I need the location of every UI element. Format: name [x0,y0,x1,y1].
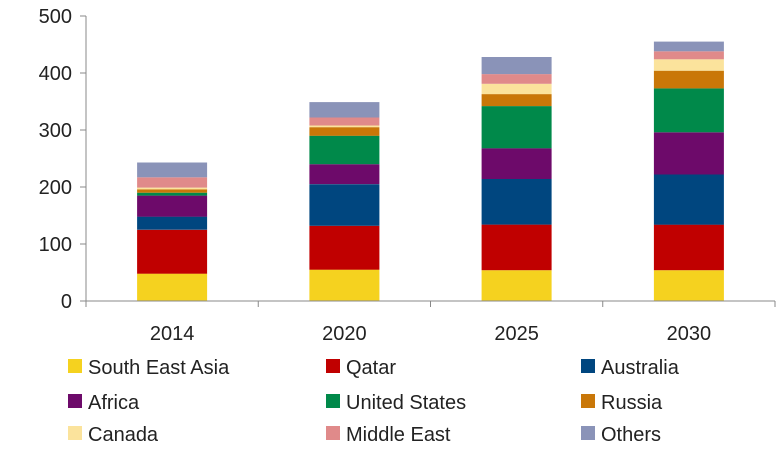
bar-segment [653,132,724,175]
bar-segment [137,189,208,193]
legend-swatch [581,426,595,440]
bar-segment [653,41,724,52]
bar-segment [137,187,208,190]
bar-segment [653,88,724,133]
legend-swatch [326,394,340,408]
bar-segment [137,216,208,230]
bar-segment [309,102,380,118]
bar-segment [481,148,552,179]
x-tick-label: 2020 [322,323,367,345]
x-tick-label: 2030 [667,323,712,345]
y-tick-label: 500 [39,6,72,28]
legend-item: Canada [68,424,159,446]
y-tick-label: 400 [39,63,72,85]
legend-label: Qatar [346,357,396,379]
bar-segment [481,57,552,75]
legend-item: Africa [68,392,140,414]
bar-segment [653,59,724,71]
bar-segment [481,94,552,107]
bar-segment [309,127,380,136]
legend: South East Asia Qatar Australia Africa Unite… [68,357,680,446]
bar-segment [481,106,552,149]
legend-swatch [581,394,595,408]
bar-segment [481,270,552,301]
y-tick-label: 300 [39,120,72,142]
legend-swatch [68,426,82,440]
bar-segment [309,225,380,270]
legend-item: Middle East [326,424,451,446]
legend-item: Others [581,424,661,446]
y-tick-label: 200 [39,177,72,199]
legend-label: South East Asia [88,357,230,379]
bar-segment [653,270,724,301]
legend-swatch [581,359,595,373]
legend-label: Others [601,424,661,446]
legend-label: Canada [88,424,159,446]
bars-layer [137,41,724,301]
legend-swatch [326,426,340,440]
bar-segment [653,174,724,225]
bar-segment [137,229,208,274]
legend-item: South East Asia [68,357,230,379]
bar-segment [481,179,552,225]
bar-segment [481,74,552,84]
bar-segment [481,83,552,95]
x-tick-label: 2025 [494,323,539,345]
legend-item: United States [326,392,466,414]
bar-segment [137,177,208,188]
bar-segment [653,51,724,60]
bar-segment [309,135,380,165]
axes-layer: 0 100 200 300 400 500 2014 2020 2025 2030 [39,6,776,345]
legend-swatch [326,359,340,373]
legend-swatch [68,359,82,373]
legend-label: Middle East [346,424,451,446]
bar-segment [309,184,380,226]
legend-label: Russia [601,392,663,414]
legend-swatch [68,394,82,408]
bar-segment [309,117,380,126]
bar-segment [137,192,208,196]
legend-item: Australia [581,357,680,379]
bar-segment [309,269,380,301]
bar-segment [137,195,208,217]
bar-segment [653,224,724,271]
legend-label: Australia [601,357,680,379]
bar-segment [653,70,724,89]
bar-segment [137,273,208,301]
legend-item: Qatar [326,357,396,379]
bar-segment [481,224,552,271]
legend-item: Russia [581,392,663,414]
legend-label: Africa [88,392,140,414]
bar-segment [137,162,208,178]
x-tick-label: 2014 [150,323,195,345]
legend-label: United States [346,392,466,414]
bar-segment [309,125,380,128]
y-tick-label: 0 [61,291,72,313]
y-tick-label: 100 [39,234,72,256]
bar-segment [309,164,380,185]
